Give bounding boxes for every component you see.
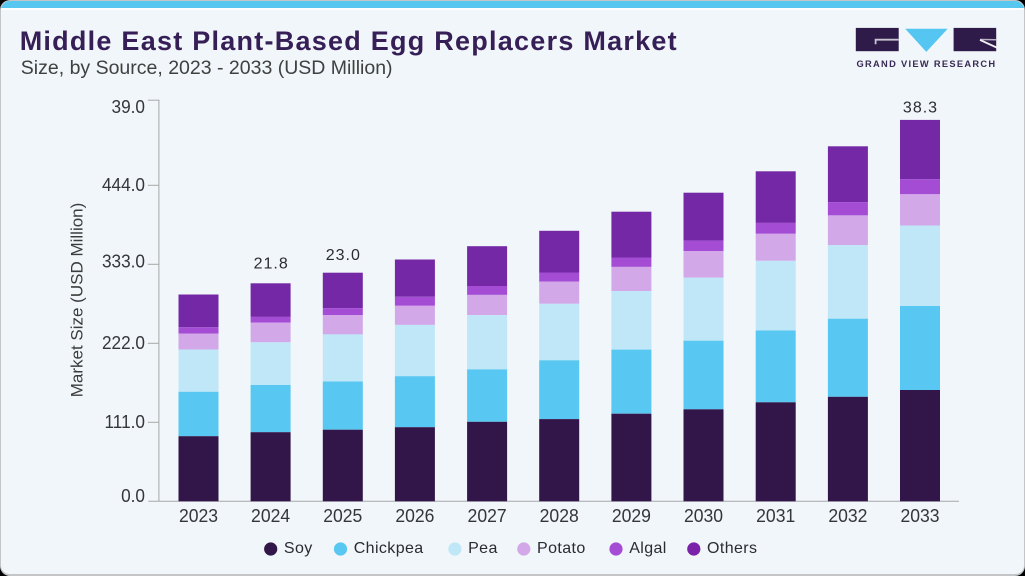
svg-text:2031: 2031 [756,505,795,526]
svg-text:Pea: Pea [468,540,498,557]
svg-text:GRAND VIEW RESEARCH: GRAND VIEW RESEARCH [857,59,997,69]
svg-text:2033: 2033 [900,505,939,526]
svg-text:Soy: Soy [284,540,313,557]
svg-text:444.0: 444.0 [102,174,145,195]
svg-text:2024: 2024 [251,505,290,526]
svg-text:222.0: 222.0 [102,332,145,353]
svg-text:38.3: 38.3 [903,99,938,116]
svg-text:Potato: Potato [537,540,586,557]
svg-text:23.0: 23.0 [326,247,361,264]
svg-text:2023: 2023 [179,505,218,526]
svg-text:2028: 2028 [540,505,579,526]
svg-text:21.8: 21.8 [254,256,289,273]
svg-text:Chickpea: Chickpea [354,540,424,557]
svg-text:333.0: 333.0 [102,251,145,272]
svg-text:Market Size (USD Million): Market Size (USD Million) [67,203,86,398]
svg-text:2026: 2026 [395,505,434,526]
svg-text:2032: 2032 [828,505,867,526]
svg-text:Others: Others [707,540,757,557]
svg-text:0.0: 0.0 [121,485,145,506]
svg-text:2030: 2030 [684,505,723,526]
svg-text:39.0: 39.0 [112,96,146,117]
svg-text:2027: 2027 [468,505,507,526]
svg-text:Algal: Algal [629,540,667,557]
svg-text:2029: 2029 [612,505,651,526]
svg-text:2025: 2025 [323,505,362,526]
svg-text:111.0: 111.0 [105,411,146,432]
